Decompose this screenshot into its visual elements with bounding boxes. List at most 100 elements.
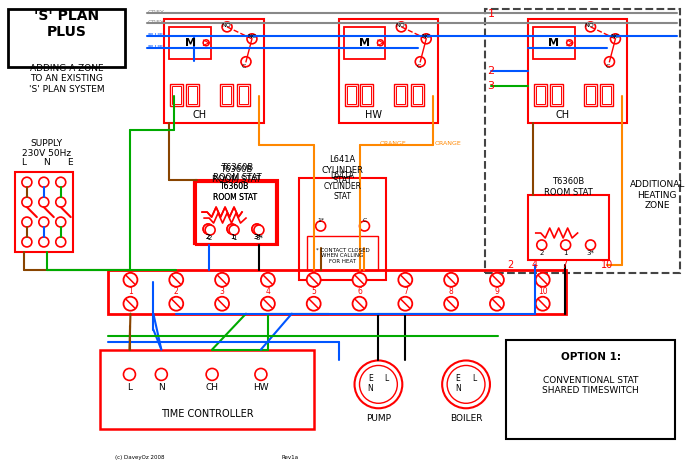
Circle shape [442,360,490,408]
Circle shape [169,297,184,311]
Text: L: L [21,158,26,167]
Circle shape [611,34,620,44]
Circle shape [490,297,504,311]
Text: HW: HW [365,110,382,120]
Text: BOILER: BOILER [450,414,482,423]
Text: 1: 1 [230,234,235,240]
Text: Rev1a: Rev1a [282,454,299,460]
Bar [528,19,627,124]
Text: GREY: GREY [148,21,164,25]
Circle shape [537,240,546,250]
Text: 2: 2 [506,260,513,270]
Circle shape [39,217,49,227]
Bar [534,84,546,106]
Circle shape [22,197,32,207]
Text: HW: HW [253,383,268,392]
Bar [528,195,609,260]
Text: M: M [359,38,370,48]
Bar [344,84,357,106]
Bar [99,350,314,429]
Bar [535,86,544,103]
Text: SUPPLY
230V 50Hz: SUPPLY 230V 50Hz [22,139,71,158]
Circle shape [396,22,406,32]
Circle shape [252,224,262,234]
Text: 9: 9 [495,287,500,296]
Text: (c) DaveyOz 2008: (c) DaveyOz 2008 [115,454,164,460]
Text: 3*: 3* [586,250,595,256]
Bar [506,340,676,439]
Circle shape [261,297,275,311]
Text: T6360B
ROOM STAT: T6360B ROOM STAT [213,183,257,202]
Text: L: L [127,383,132,392]
Text: OPTION 1:: OPTION 1: [560,352,620,363]
Circle shape [307,297,321,311]
Circle shape [227,224,237,234]
Circle shape [359,221,369,231]
Text: 1: 1 [128,287,133,296]
Bar [186,84,199,106]
Circle shape [422,34,431,44]
Text: * CONTACT CLOSED
WHEN CALLING
FOR HEAT: * CONTACT CLOSED WHEN CALLING FOR HEAT [316,248,369,264]
Circle shape [566,40,573,46]
Circle shape [586,22,595,32]
Text: NO: NO [395,23,405,29]
Text: M: M [548,38,559,48]
Circle shape [586,240,595,250]
Circle shape [56,217,66,227]
Text: CH: CH [192,110,206,120]
Circle shape [252,224,262,234]
Circle shape [604,57,614,67]
Text: 5: 5 [311,287,316,296]
Circle shape [215,297,229,311]
Circle shape [241,57,251,67]
Bar [600,84,613,106]
Text: 2: 2 [206,234,210,240]
Text: 2: 2 [174,287,179,296]
Text: 3*: 3* [255,235,263,241]
Circle shape [203,224,213,234]
Bar [346,86,355,103]
Text: T6360B
ROOM STAT: T6360B ROOM STAT [213,162,262,182]
Text: L: L [472,374,476,383]
Text: T6360B
ROOM STAT: T6360B ROOM STAT [213,183,257,202]
Bar [550,84,562,106]
Circle shape [353,273,366,287]
Circle shape [377,40,384,46]
Text: E: E [67,158,72,167]
Circle shape [227,224,237,234]
Bar [602,86,611,103]
Text: L641A
CYLINDER
STAT: L641A CYLINDER STAT [324,171,362,201]
Text: BLUE: BLUE [148,33,164,38]
Bar [362,86,371,103]
Circle shape [535,273,550,287]
Bar [533,27,575,58]
Text: E: E [368,374,373,383]
Bar [169,27,211,58]
Bar [108,270,566,314]
Text: 3*: 3* [253,234,261,240]
Text: L641A
CYLINDER
STAT: L641A CYLINDER STAT [322,155,364,185]
Bar [15,172,72,252]
Text: T6360B
ROOM STAT: T6360B ROOM STAT [544,177,593,197]
Text: N: N [368,384,373,393]
Text: 10: 10 [602,260,613,270]
Text: CH: CH [555,110,570,120]
Circle shape [56,237,66,247]
Text: 7: 7 [562,260,568,270]
Circle shape [229,225,239,235]
Text: NC: NC [247,34,256,39]
Bar [411,84,424,106]
Bar [196,180,278,245]
Text: T6360B
ROOM STAT: T6360B ROOM STAT [212,165,260,184]
Circle shape [316,221,326,231]
Text: CONVENTIONAL STAT
SHARED TIMESWITCH: CONVENTIONAL STAT SHARED TIMESWITCH [542,376,639,395]
Circle shape [261,273,275,287]
Text: 3: 3 [487,80,495,91]
Text: L: L [384,374,388,383]
Text: C: C [606,64,610,69]
Bar [188,86,197,103]
Text: 10: 10 [538,287,548,296]
Circle shape [169,273,184,287]
Circle shape [203,224,213,234]
Text: 2: 2 [206,234,210,240]
